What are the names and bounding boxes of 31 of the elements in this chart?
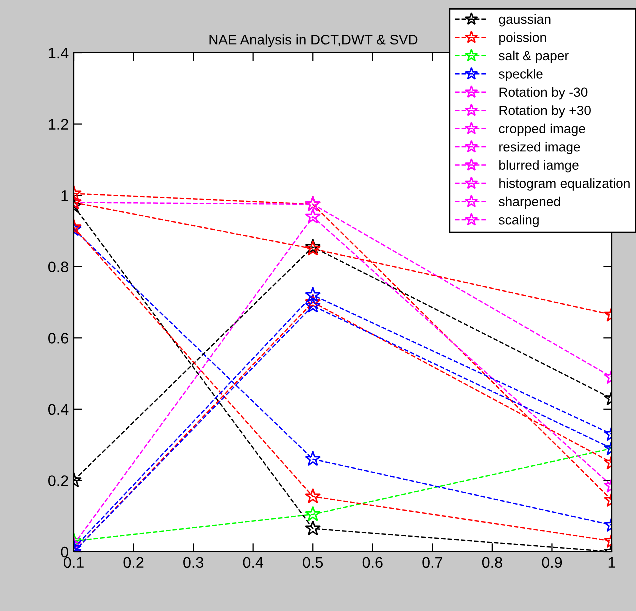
x-tick-label: 1: [608, 557, 616, 568]
y-tick-label: 0.2: [48, 476, 68, 486]
legend-label: salt & paper: [499, 50, 569, 64]
x-tick-label: 0.9: [542, 557, 562, 568]
legend-label: resized image: [500, 142, 580, 154]
x-tick-label: 0.4: [243, 557, 264, 568]
chart-title: NAE Analysis in DCT,DWT & SVD: [210, 34, 418, 48]
x-tick-label: 0.3: [184, 557, 204, 568]
legend-label: sharpened: [499, 196, 560, 210]
legend-label: scaling: [499, 215, 539, 228]
legend-label: poission: [500, 32, 546, 45]
legend-label: speckle: [499, 69, 543, 82]
y-tick-label: 0.4: [48, 404, 69, 416]
y-tick-label: 0.6: [48, 333, 68, 344]
y-tick-label: 0.8: [48, 262, 68, 273]
x-tick-label: 0.6: [362, 557, 383, 568]
y-tick-label: 1.2: [49, 119, 68, 130]
y-tick-label: 0: [61, 546, 69, 558]
legend-label: blurred iamge: [500, 160, 579, 173]
legend-label: Rotation by -30: [500, 87, 588, 100]
x-tick-label: 0.5: [303, 557, 324, 568]
legend-label: gaussian: [499, 14, 551, 27]
y-tick-label: 1: [62, 190, 68, 202]
legend-label: Rotation by +30: [500, 106, 591, 118]
legend-label: cropped image: [499, 124, 586, 136]
x-tick-label: 0.8: [482, 557, 502, 568]
legend-label: histogram equalization: [500, 178, 630, 191]
x-tick-label: 0.7: [422, 557, 443, 568]
x-tick-label: 0.1: [64, 557, 84, 568]
y-tick-label: 1.4: [49, 48, 69, 59]
x-tick-label: 0.2: [124, 557, 144, 568]
